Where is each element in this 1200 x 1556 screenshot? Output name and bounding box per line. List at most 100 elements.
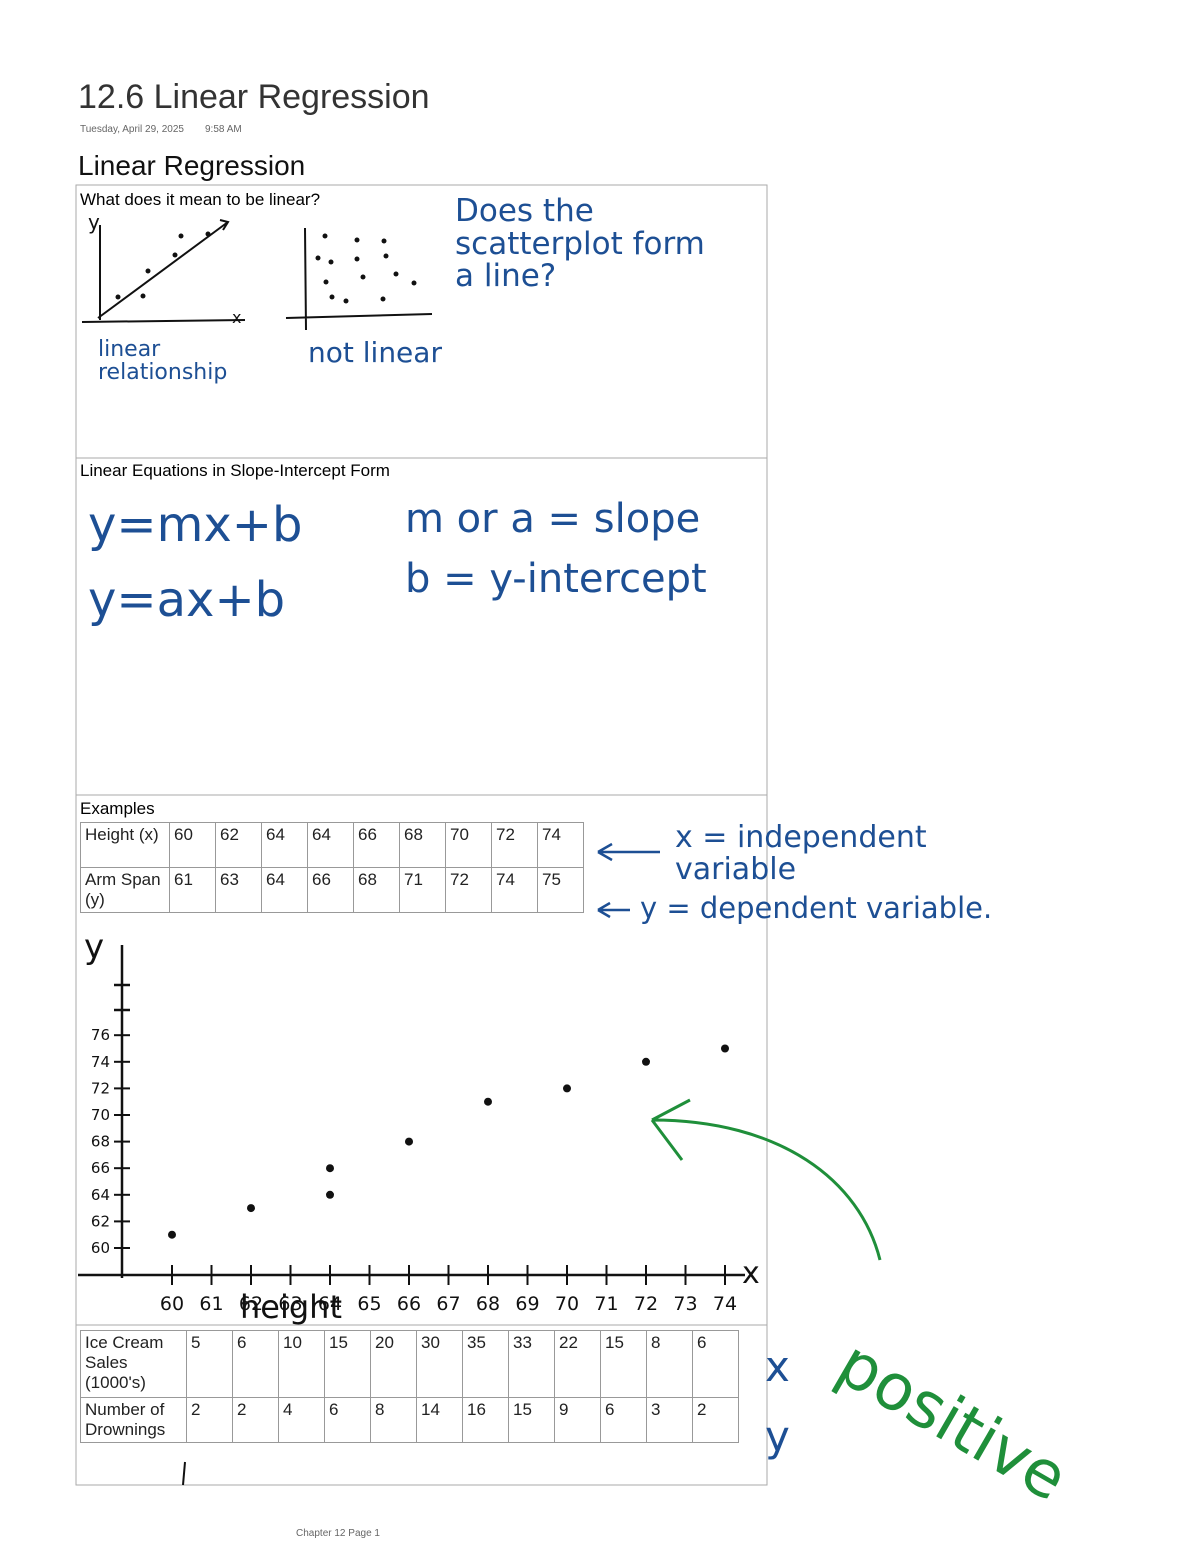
x-tick-label: 68 bbox=[476, 1293, 500, 1315]
table-cell: 6 bbox=[324, 1397, 371, 1443]
table-cell: 2 bbox=[232, 1397, 279, 1443]
nonlinear-sketch bbox=[285, 227, 433, 331]
time: 9:58 AM bbox=[205, 124, 242, 135]
table-cell: 6 bbox=[232, 1330, 279, 1398]
scatter-point bbox=[326, 1190, 334, 1199]
sketch-label: x bbox=[232, 308, 242, 327]
table-row: Height (x) 60 62 64 64 66 68 70 72 74 bbox=[80, 822, 584, 868]
scatter-point bbox=[247, 1204, 255, 1213]
handwritten-note: y=ax+b bbox=[88, 572, 286, 628]
y-tick-label: 62 bbox=[91, 1212, 110, 1230]
mark bbox=[182, 1461, 186, 1486]
graph-axes bbox=[78, 945, 745, 1278]
table-cell: 15 bbox=[508, 1397, 555, 1443]
footer: Chapter 12 Page 1 bbox=[296, 1528, 380, 1539]
table-cell: 75 bbox=[537, 867, 584, 913]
x-tick-label: 69 bbox=[515, 1293, 539, 1315]
scatter-point bbox=[168, 1230, 176, 1239]
table-cell: 14 bbox=[416, 1397, 463, 1443]
table-cell: 35 bbox=[462, 1330, 509, 1398]
y-tick-label: 70 bbox=[91, 1106, 110, 1124]
row-label: Height (x) bbox=[80, 822, 170, 868]
table-cell: 9 bbox=[554, 1397, 601, 1443]
x-tick-label: 73 bbox=[673, 1293, 697, 1315]
x-tick-label: 62 bbox=[239, 1293, 263, 1315]
nonlinear-dots bbox=[315, 233, 417, 304]
table-cell: 64 bbox=[261, 867, 308, 913]
x-axis-title: height bbox=[240, 1288, 342, 1326]
table-row: Ice Cream Sales (1000's) 5 6 10 15 20 30 35 33 22… bbox=[80, 1330, 739, 1398]
table-cell: 60 bbox=[169, 822, 216, 868]
table-cell: 2 bbox=[186, 1397, 233, 1443]
table-cell: 71 bbox=[399, 867, 446, 913]
table-cell: 72 bbox=[445, 867, 492, 913]
table-cell: 5 bbox=[186, 1330, 233, 1398]
heading: Linear Regression bbox=[78, 150, 306, 181]
section-title: Examples bbox=[80, 799, 155, 818]
title: 12.6 Linear Regression bbox=[78, 78, 430, 116]
handwritten-note: y=mx+b bbox=[88, 497, 303, 553]
scatter-point bbox=[563, 1084, 571, 1093]
handwritten-note: y = dependent variable. bbox=[640, 891, 993, 925]
table-cell: 33 bbox=[508, 1330, 555, 1398]
data-table: Ice Cream Sales (1000's) 5 6 10 15 20 30 35 33 22… bbox=[80, 1330, 739, 1443]
y-axis-label: y bbox=[84, 927, 104, 967]
section-title: What does it mean to be linear? bbox=[80, 190, 321, 209]
x-tick-label: 63 bbox=[278, 1293, 302, 1315]
y-tick-label: 60 bbox=[91, 1239, 110, 1257]
y-tick-label: 68 bbox=[91, 1133, 110, 1151]
table-cell: 22 bbox=[554, 1330, 601, 1398]
date: Tuesday, April 29, 2025 bbox=[80, 124, 184, 135]
handwritten-note: y bbox=[765, 1412, 790, 1461]
x-tick-label: 61 bbox=[199, 1293, 223, 1315]
x-tick-label: 65 bbox=[357, 1293, 381, 1315]
x-tick-label: 67 bbox=[436, 1293, 460, 1315]
x-tick-label: 71 bbox=[594, 1293, 618, 1315]
table-cell: 6 bbox=[692, 1330, 739, 1398]
handwritten-note: x = independent variable bbox=[675, 820, 927, 887]
table-cell: 61 bbox=[169, 867, 216, 913]
section-title: Linear Equations in Slope-Intercept Form bbox=[80, 461, 390, 480]
x-tick-label: 66 bbox=[397, 1293, 421, 1315]
x-tick-label: 60 bbox=[160, 1293, 184, 1315]
table-cell: 74 bbox=[537, 822, 584, 868]
table-cell: 68 bbox=[353, 867, 400, 913]
y-tick-label: 74 bbox=[91, 1053, 110, 1071]
table-row: Arm Span (y) 61 63 64 66 68 71 72 74 75 bbox=[80, 867, 584, 913]
handwritten-note: x bbox=[765, 1342, 790, 1391]
y-tick-label: 76 bbox=[91, 1026, 110, 1044]
scatter-point bbox=[405, 1137, 413, 1146]
table-cell: 4 bbox=[278, 1397, 325, 1443]
table-cell: 68 bbox=[399, 822, 446, 868]
table-cell: 8 bbox=[370, 1397, 417, 1443]
table-row: Number of Drownings 2 2 4 6 8 14 16 15 9 6 3 2 bbox=[80, 1397, 739, 1443]
table-cell: 20 bbox=[370, 1330, 417, 1398]
handwritten-note: linear relationship bbox=[98, 337, 228, 386]
table-cell: 64 bbox=[307, 822, 354, 868]
scatter-point bbox=[721, 1044, 729, 1053]
table-cell: 64 bbox=[261, 822, 308, 868]
table-cell: 66 bbox=[353, 822, 400, 868]
table-cell: 16 bbox=[462, 1397, 509, 1443]
x-tick-label: 64 bbox=[318, 1293, 342, 1315]
table-cell: 8 bbox=[646, 1330, 693, 1398]
x-axis-label: x bbox=[742, 1256, 760, 1291]
y-tick-label: 66 bbox=[91, 1159, 110, 1177]
arrows bbox=[597, 842, 660, 919]
row-label: Number of Drownings bbox=[80, 1397, 187, 1443]
table-cell: 2 bbox=[692, 1397, 739, 1443]
x-tick-label: 74 bbox=[713, 1293, 737, 1315]
x-tick-label: 72 bbox=[634, 1293, 658, 1315]
table-cell: 3 bbox=[646, 1397, 693, 1443]
handwritten-note: b = y-intercept bbox=[405, 556, 707, 602]
table-cell: 72 bbox=[491, 822, 538, 868]
table-cell: 74 bbox=[491, 867, 538, 913]
linear-sketch bbox=[81, 219, 246, 323]
table-cell: 30 bbox=[416, 1330, 463, 1398]
table-cell: 62 bbox=[215, 822, 262, 868]
table-cell: 6 bbox=[600, 1397, 647, 1443]
table-cell: 10 bbox=[278, 1330, 325, 1398]
x-tick-label: 70 bbox=[555, 1293, 579, 1315]
